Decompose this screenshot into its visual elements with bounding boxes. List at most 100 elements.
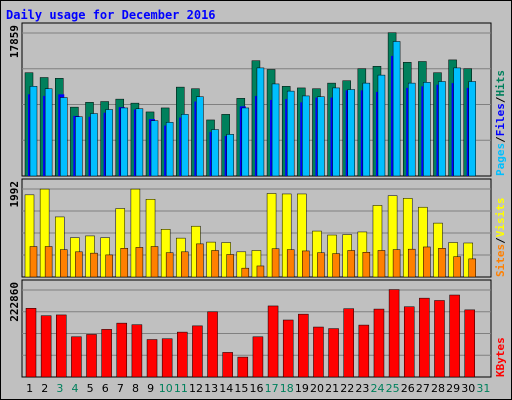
bar-visits-8 (130, 188, 141, 278)
bar-pages-11 (181, 114, 189, 177)
bar-pages-14 (226, 134, 234, 177)
day-label-9: 9 (147, 382, 154, 395)
day-label-19: 19 (295, 382, 309, 395)
bar-sites-26 (407, 248, 416, 278)
bar-visits-24 (372, 205, 383, 278)
bar-sites-27 (423, 246, 431, 278)
bar-pages-5 (90, 113, 98, 177)
day-label-3: 3 (56, 382, 63, 395)
bar-kbytes-9 (146, 339, 158, 378)
bar-sites-5 (90, 252, 98, 278)
day-label-6: 6 (102, 382, 109, 395)
bar-kbytes-25 (388, 289, 400, 378)
bar-sites-18 (286, 249, 295, 278)
day-label-13: 13 (204, 382, 218, 395)
bar-visits-25 (387, 195, 398, 278)
day-label-11: 11 (174, 382, 188, 395)
bar-kbytes-20 (313, 326, 324, 378)
bar-pages-28 (438, 81, 446, 177)
bar-kbytes-16 (252, 336, 264, 378)
day-label-30: 30 (461, 382, 475, 395)
bar-visits-16 (251, 250, 262, 278)
bar-pages-26 (407, 82, 416, 177)
axis-max-label: 1992 (8, 181, 21, 208)
bar-pages-7 (120, 107, 129, 177)
bar-sites-15 (241, 267, 250, 278)
bar-visits-9 (145, 198, 156, 278)
legend-kbytes: KBytes (494, 337, 507, 377)
bar-kbytes-4 (71, 336, 82, 378)
bar-sites-20 (317, 252, 325, 278)
bar-kbytes-12 (192, 325, 203, 378)
bar-pages-6 (105, 109, 113, 177)
bar-pages-22 (347, 89, 355, 177)
bar-sites-11 (181, 251, 189, 278)
day-label-15: 15 (234, 382, 248, 395)
day-label-17: 17 (265, 382, 279, 395)
bar-pages-18 (286, 90, 295, 177)
day-label-28: 28 (431, 382, 445, 395)
day-label-29: 29 (446, 382, 460, 395)
bar-sites-19 (302, 250, 310, 278)
chart-title: Daily usage for December 2016 (6, 8, 216, 22)
day-label-31: 31 (476, 382, 490, 395)
bar-sites-10 (165, 252, 174, 278)
axis-max-label: 222860 (8, 282, 21, 322)
bar-kbytes-1 (25, 308, 37, 378)
bar-kbytes-26 (403, 306, 415, 378)
bar-pages-24 (377, 74, 386, 177)
bar-sites-8 (135, 247, 144, 278)
bar-kbytes-24 (373, 308, 385, 378)
bar-kbytes-5 (86, 334, 97, 378)
day-label-23: 23 (355, 382, 369, 395)
day-label-1: 1 (26, 382, 33, 395)
bar-visits-1 (24, 194, 35, 278)
bar-pages-8 (135, 108, 144, 177)
bar-kbytes-30 (464, 309, 475, 378)
bar-visits-17 (266, 193, 277, 278)
bar-sites-24 (377, 250, 386, 278)
bar-sites-12 (196, 243, 204, 278)
bar-sites-3 (60, 249, 68, 278)
bar-visits-15 (236, 251, 247, 278)
bar-pages-16 (256, 67, 265, 177)
bar-sites-1 (29, 246, 38, 278)
bar-sites-25 (392, 249, 401, 278)
bar-kbytes-3 (56, 314, 67, 378)
day-label-27: 27 (416, 382, 430, 395)
bar-pages-17 (271, 83, 280, 177)
bar-sites-22 (347, 250, 355, 278)
day-label-16: 16 (250, 382, 264, 395)
day-label-21: 21 (325, 382, 339, 395)
bar-kbytes-19 (298, 313, 309, 378)
bar-pages-10 (165, 122, 174, 177)
day-label-8: 8 (132, 382, 139, 395)
bar-pages-23 (362, 82, 371, 177)
bar-sites-9 (150, 246, 159, 278)
bar-visits-2 (39, 188, 50, 278)
day-label-10: 10 (159, 382, 173, 395)
bar-pages-3 (60, 97, 68, 177)
bar-sites-28 (438, 248, 446, 278)
bar-sites-4 (75, 251, 83, 278)
bar-pages-30 (468, 81, 476, 177)
day-label-12: 12 (189, 382, 203, 395)
bar-sites-6 (105, 254, 113, 278)
bar-sites-7 (120, 248, 129, 278)
bar-kbytes-6 (101, 329, 112, 378)
day-label-14: 14 (219, 382, 233, 395)
day-label-25: 25 (386, 382, 400, 395)
bar-sites-14 (226, 254, 234, 278)
bar-sites-2 (44, 246, 53, 278)
bar-visits-7 (115, 208, 126, 278)
bar-pages-1 (29, 86, 38, 177)
bar-pages-4 (75, 116, 83, 177)
day-label-7: 7 (117, 382, 124, 395)
bar-sites-29 (453, 256, 461, 278)
bar-sites-23 (362, 252, 371, 278)
bar-pages-19 (302, 95, 310, 177)
day-label-22: 22 (340, 382, 354, 395)
bar-kbytes-28 (434, 300, 445, 378)
bar-kbytes-15 (237, 356, 249, 378)
